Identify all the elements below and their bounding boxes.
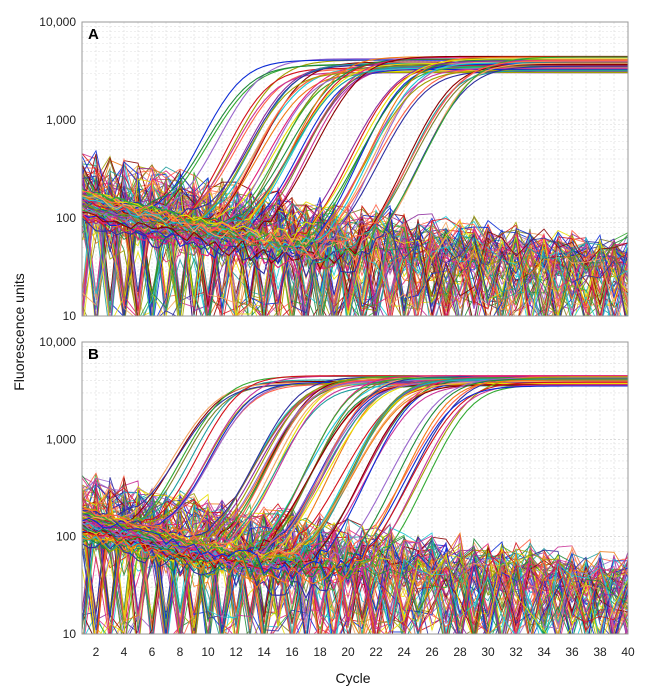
baseline-series-line [82, 516, 628, 634]
amplification-curve [82, 62, 628, 261]
y-tick-label: 10,000 [39, 15, 76, 29]
x-tick-label: 26 [425, 645, 439, 659]
amplification-curve [82, 383, 628, 517]
baseline-series-line [82, 153, 628, 316]
amplification-curve [82, 379, 628, 589]
x-axis-title: Cycle [335, 670, 370, 686]
baseline-series-line [82, 477, 628, 634]
y-tick-label: 1,000 [46, 432, 76, 446]
series-group [82, 375, 628, 634]
y-tick-label: 100 [56, 530, 76, 544]
baseline-series-line [82, 153, 626, 316]
x-tick-label: 14 [257, 645, 271, 659]
y-tick-label: 10 [63, 309, 77, 323]
amplification-curve [82, 56, 628, 250]
y-tick-label: 10 [63, 627, 77, 641]
baseline-series-line [82, 208, 628, 316]
x-tick-label: 16 [285, 645, 299, 659]
x-tick-label: 32 [509, 645, 523, 659]
amplification-curve [82, 381, 628, 563]
amplification-curve [82, 69, 628, 264]
panel-label: A [88, 26, 99, 43]
x-tick-label: 8 [177, 645, 184, 659]
x-tick-label: 38 [593, 645, 607, 659]
amplification-curve [82, 63, 628, 271]
panel-a: 10 100 1,000 10,000 A [39, 15, 629, 323]
series-group [82, 55, 628, 316]
amplification-curve [82, 56, 628, 262]
baseline-series-line [82, 170, 628, 316]
plot-frame [81, 341, 629, 635]
x-tick-label: 30 [481, 645, 495, 659]
baseline-series-line [83, 514, 628, 634]
x-tick-label: 22 [369, 645, 383, 659]
x-tick-label: 28 [453, 645, 467, 659]
baseline-series-line [82, 489, 628, 634]
amplification-curve [82, 58, 628, 243]
amplification-curve [82, 62, 628, 251]
x-tick-label: 20 [341, 645, 355, 659]
x-tick-label: 40 [621, 645, 635, 659]
baseline-series-line [82, 494, 628, 634]
baseline-series-line [82, 477, 628, 634]
y-axis-title: Fluorescence units [11, 273, 27, 391]
amplification-curve [82, 70, 628, 253]
amplification-curve [82, 60, 628, 257]
amplification-curve [82, 59, 628, 247]
amplification-curve [82, 384, 628, 590]
amplification-curve [82, 378, 628, 587]
x-tick-label: 12 [229, 645, 243, 659]
amplification-curve [82, 65, 628, 279]
y-tick-label: 100 [56, 211, 76, 225]
x-tick-label: 4 [121, 645, 128, 659]
panel-label: B [88, 346, 99, 363]
plot-frame [81, 21, 629, 317]
x-tick-label: 6 [149, 645, 156, 659]
y-tick-label: 10,000 [39, 335, 76, 349]
baseline-series-line [82, 501, 628, 634]
x-tick-label: 10 [201, 645, 215, 659]
x-tick-label: 24 [397, 645, 411, 659]
baseline-series-line [83, 178, 628, 316]
amplification-curve [82, 376, 628, 582]
amplification-curve [82, 385, 628, 580]
x-tick-label: 18 [313, 645, 327, 659]
amplification-curve [82, 55, 628, 239]
y-tick-label: 1,000 [46, 113, 76, 127]
baseline-series-line [82, 177, 628, 316]
x-tick-label: 2 [93, 645, 100, 659]
amplification-curve [82, 381, 628, 587]
baseline-series-line [82, 178, 628, 316]
baseline-series-line [82, 164, 627, 316]
x-tick-label: 34 [537, 645, 551, 659]
baseline-series-line [82, 182, 628, 316]
baseline-series-line [82, 194, 628, 316]
x-tick-label: 36 [565, 645, 579, 659]
baseline-series-line [82, 499, 628, 634]
amplification-curve [82, 375, 628, 575]
